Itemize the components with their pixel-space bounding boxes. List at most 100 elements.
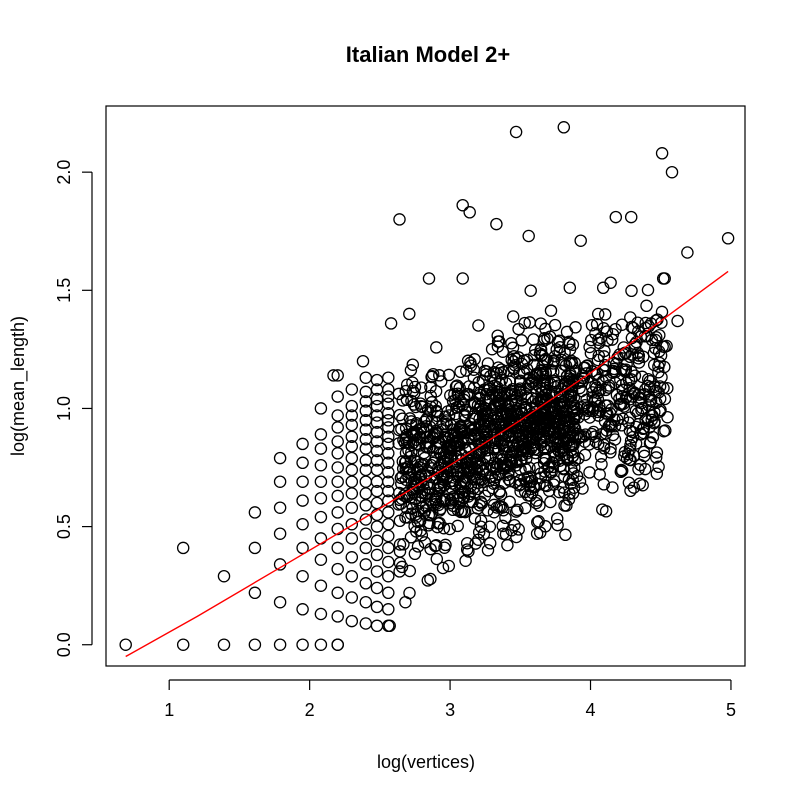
data-point xyxy=(456,272,469,285)
data-point xyxy=(345,569,359,583)
data-point xyxy=(450,401,463,414)
data-point xyxy=(563,343,577,356)
data-point xyxy=(483,382,496,396)
data-point xyxy=(426,456,440,470)
data-point xyxy=(650,396,663,410)
data-point xyxy=(578,448,592,462)
data-point xyxy=(566,377,579,390)
data-point xyxy=(314,442,328,455)
data-point xyxy=(314,475,328,488)
data-point xyxy=(415,476,428,489)
data-point xyxy=(485,386,499,399)
data-point xyxy=(536,374,550,388)
data-point xyxy=(327,369,340,382)
data-point xyxy=(474,514,488,527)
data-point xyxy=(393,556,407,570)
data-point xyxy=(501,458,515,472)
data-point xyxy=(574,430,588,443)
data-point xyxy=(119,638,132,651)
data-point xyxy=(359,371,373,384)
data-point xyxy=(411,540,425,553)
data-point xyxy=(615,318,629,331)
data-point xyxy=(598,308,612,321)
data-point xyxy=(314,638,328,651)
data-point xyxy=(472,319,485,332)
data-point xyxy=(490,501,504,514)
data-point xyxy=(370,600,384,614)
data-point xyxy=(599,383,613,397)
data-point xyxy=(399,384,413,398)
data-point xyxy=(558,486,571,499)
data-point xyxy=(520,382,533,396)
data-point xyxy=(591,353,605,367)
data-point xyxy=(248,541,262,555)
data-point xyxy=(403,564,417,578)
data-point xyxy=(551,518,564,532)
data-point xyxy=(403,307,416,321)
data-point xyxy=(359,617,373,630)
data-point xyxy=(472,427,485,441)
data-point xyxy=(460,536,474,550)
data-point xyxy=(538,354,551,368)
data-point xyxy=(544,304,558,317)
data-point xyxy=(655,371,668,384)
data-point xyxy=(596,503,609,516)
data-point xyxy=(485,404,499,417)
data-point xyxy=(370,520,384,533)
data-point xyxy=(589,435,603,449)
data-point xyxy=(519,387,533,401)
data-point xyxy=(650,446,664,459)
data-point xyxy=(421,574,435,587)
data-point xyxy=(455,504,469,518)
data-point xyxy=(296,437,309,451)
data-point xyxy=(583,466,596,479)
data-point xyxy=(356,354,370,368)
data-point xyxy=(495,416,509,429)
data-point xyxy=(527,333,540,346)
data-point xyxy=(403,412,417,425)
data-point xyxy=(393,213,406,226)
data-point xyxy=(273,451,287,465)
data-point xyxy=(449,407,462,421)
data-point xyxy=(345,399,359,413)
data-point xyxy=(382,437,395,451)
data-point xyxy=(345,532,359,545)
data-point xyxy=(296,517,309,531)
data-point xyxy=(511,503,524,517)
data-point xyxy=(359,595,373,609)
data-point xyxy=(474,520,488,533)
data-point xyxy=(590,317,604,331)
data-point xyxy=(414,431,428,444)
data-point xyxy=(563,281,577,294)
data-point xyxy=(474,399,487,412)
data-point xyxy=(640,299,653,313)
data-point xyxy=(296,603,309,616)
data-point xyxy=(637,421,651,435)
data-point xyxy=(469,537,482,550)
data-point xyxy=(454,505,468,519)
data-point xyxy=(560,325,574,339)
x-axis-label: log(vertices) xyxy=(377,752,475,772)
data-point xyxy=(478,435,492,449)
data-point xyxy=(485,342,499,356)
data-point xyxy=(584,346,598,360)
data-point xyxy=(481,543,495,557)
data-point xyxy=(400,393,414,407)
data-point xyxy=(581,404,595,418)
x-tick-label: 1 xyxy=(164,700,174,720)
y-tick-label: 0.0 xyxy=(54,632,74,657)
data-point xyxy=(382,475,395,488)
data-point xyxy=(721,232,735,245)
data-point xyxy=(515,334,528,347)
data-point xyxy=(345,475,359,488)
data-point xyxy=(607,364,620,378)
data-point xyxy=(248,638,262,651)
data-point xyxy=(641,283,655,297)
data-point xyxy=(217,569,231,583)
data-point xyxy=(412,460,426,474)
data-point xyxy=(463,206,476,219)
data-point xyxy=(467,363,481,376)
data-point xyxy=(455,486,469,499)
data-point xyxy=(436,495,449,508)
data-point xyxy=(393,545,407,558)
